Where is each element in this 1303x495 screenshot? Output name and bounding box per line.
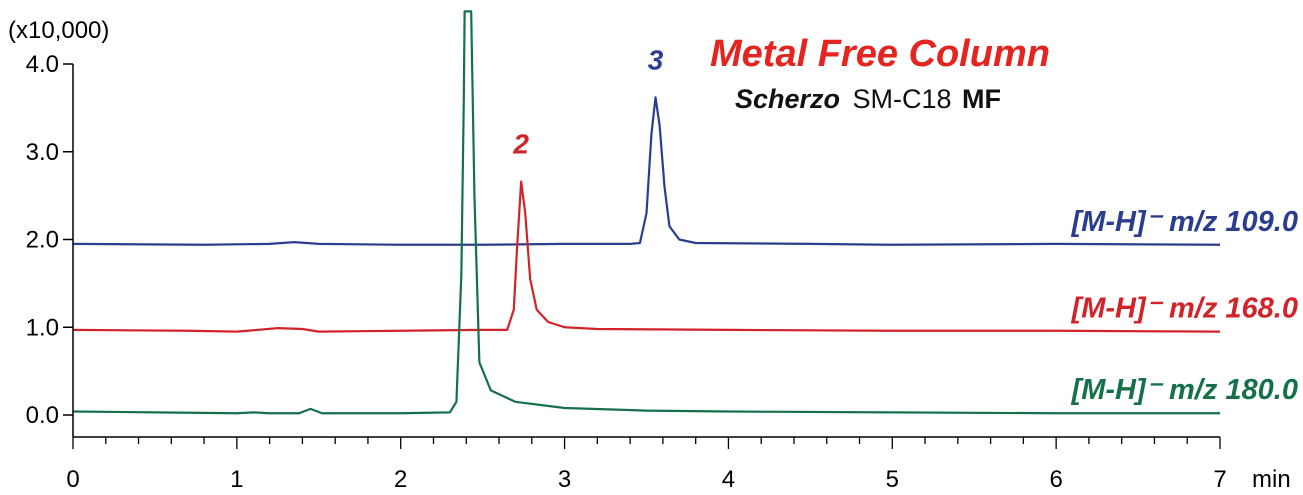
axes: 0.0 1.0 2.0 3.0 4.0 0 1 2 3 4 5 6 7: [26, 51, 1227, 493]
x-tick-label: 7: [1213, 466, 1226, 493]
x-tick-label: 3: [558, 466, 571, 493]
subtitle-brand: Scherzo: [735, 84, 840, 114]
series-line-1: [72, 96, 1221, 246]
y-ticks: 0.0 1.0 2.0 3.0 4.0: [26, 51, 73, 429]
x-tick-label: 2: [394, 466, 407, 493]
peak-label-3: 3: [648, 44, 664, 75]
chart-subtitle: Scherzo SM-C18 MF: [735, 84, 1001, 114]
x-tick-label: 1: [230, 466, 243, 493]
series-label-1: [M-H]⁻ m/z 109.0: [1071, 206, 1298, 238]
x-tick-label: 0: [66, 466, 79, 493]
series-label-2: [M-H]⁻ m/z 168.0: [1071, 293, 1298, 325]
y-unit-label: (x10,000): [8, 17, 109, 44]
x-unit-label: min: [1252, 466, 1291, 493]
x-tick-label: 4: [722, 466, 735, 493]
trace-labels: [M-H]⁻ m/z 109.0 3 [M-H]⁻ m/z 168.0 2 [M-H]⁻…: [512, 44, 1298, 406]
series-line-3: [72, 10, 1220, 415]
subtitle-suffix: MF: [962, 84, 1001, 114]
x-ticks: 0 1 2 3 4 5 6 7: [66, 437, 1227, 493]
peak-label-2: 2: [512, 129, 529, 160]
chart-title: Metal Free Column: [710, 33, 1050, 75]
x-tick-label: 5: [886, 466, 899, 493]
trace-lines: [72, 10, 1221, 415]
y-tick-label: 3.0: [26, 139, 59, 166]
y-tick-label: 1.0: [26, 314, 59, 341]
y-tick-label: 4.0: [26, 51, 59, 78]
series-label-3: [M-H]⁻ m/z 180.0: [1071, 374, 1298, 406]
series-line-2: [72, 180, 1221, 333]
y-tick-label: 2.0: [26, 227, 59, 254]
y-tick-label: 0.0: [26, 402, 59, 429]
subtitle-model: SM-C18: [853, 84, 952, 114]
x-tick-label: 6: [1049, 466, 1062, 493]
